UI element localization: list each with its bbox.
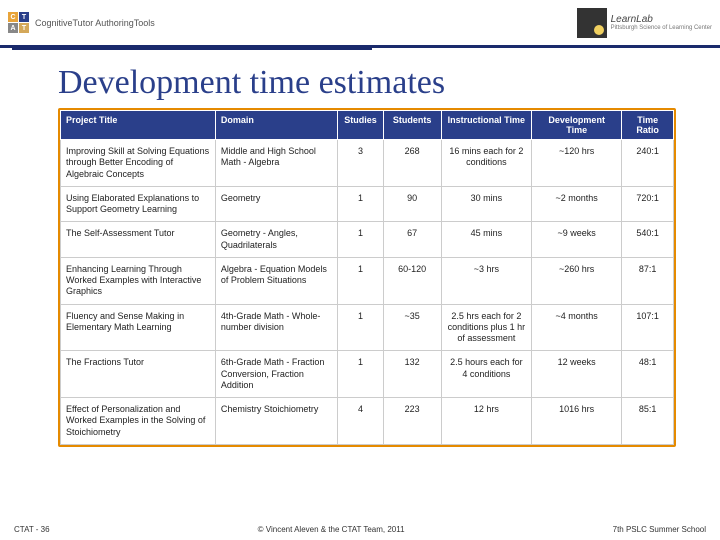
cell-development-time: ~260 hrs: [532, 257, 622, 304]
cell-development-time: 12 weeks: [532, 351, 622, 398]
cell-time-ratio: 240:1: [622, 140, 674, 187]
cell-project-title: Improving Skill at Solving Equations thr…: [61, 140, 216, 187]
cell-project-title: Effect of Personalization and Worked Exa…: [61, 398, 216, 445]
ctat-logo-block: C T A T CognitiveTutor AuthoringTools: [8, 12, 155, 33]
cell-time-ratio: 87:1: [622, 257, 674, 304]
cell-project-title: The Fractions Tutor: [61, 351, 216, 398]
estimates-table: Project Title Domain Studies Students In…: [60, 110, 674, 445]
cell-time-ratio: 720:1: [622, 186, 674, 222]
learnlab-icon: [577, 8, 607, 38]
cell-students: ~35: [383, 304, 441, 351]
cell-development-time: ~4 months: [532, 304, 622, 351]
col-development-time: Development Time: [532, 111, 622, 140]
cell-students: 132: [383, 351, 441, 398]
table-header-row: Project Title Domain Studies Students In…: [61, 111, 674, 140]
cell-time-ratio: 107:1: [622, 304, 674, 351]
cell-students: 90: [383, 186, 441, 222]
cell-domain: Chemistry Stoichiometry: [215, 398, 338, 445]
ctat-letter: A: [8, 23, 18, 33]
cell-instructional-time: 12 hrs: [441, 398, 531, 445]
slide-title: Development time estimates: [58, 64, 720, 102]
col-students: Students: [383, 111, 441, 140]
cell-domain: Middle and High School Math - Algebra: [215, 140, 338, 187]
cell-instructional-time: 16 mins each for 2 conditions: [441, 140, 531, 187]
learnlab-subtitle: Pittsburgh Science of Learning Center: [611, 25, 712, 31]
estimates-table-wrap: Project Title Domain Studies Students In…: [58, 108, 676, 447]
cell-project-title: Fluency and Sense Making in Elementary M…: [61, 304, 216, 351]
ctat-tagline: CognitiveTutor AuthoringTools: [35, 18, 155, 28]
cell-project-title: Using Elaborated Explanations to Support…: [61, 186, 216, 222]
cell-domain: 6th-Grade Math - Fraction Conversion, Fr…: [215, 351, 338, 398]
col-project-title: Project Title: [61, 111, 216, 140]
footer-center: © Vincent Aleven & the CTAT Team, 2011: [258, 525, 405, 534]
table-row: Fluency and Sense Making in Elementary M…: [61, 304, 674, 351]
header-underline: [12, 48, 372, 50]
ctat-letter: T: [19, 12, 29, 22]
col-instructional-time: Instructional Time: [441, 111, 531, 140]
learnlab-logo-block: LearnLab Pittsburgh Science of Learning …: [577, 8, 712, 38]
cell-development-time: ~9 weeks: [532, 222, 622, 258]
cell-domain: 4th-Grade Math - Whole-number division: [215, 304, 338, 351]
cell-studies: 1: [338, 222, 383, 258]
cell-students: 60-120: [383, 257, 441, 304]
cell-studies: 1: [338, 186, 383, 222]
cell-instructional-time: 2.5 hours each for 4 conditions: [441, 351, 531, 398]
slide-header: C T A T CognitiveTutor AuthoringTools Le…: [0, 0, 720, 48]
ctat-letter: T: [19, 23, 29, 33]
cell-time-ratio: 48:1: [622, 351, 674, 398]
cell-development-time: 1016 hrs: [532, 398, 622, 445]
cell-time-ratio: 85:1: [622, 398, 674, 445]
cell-instructional-time: 45 mins: [441, 222, 531, 258]
cell-students: 268: [383, 140, 441, 187]
cell-domain: Geometry: [215, 186, 338, 222]
slide-footer: CTAT - 36 © Vincent Aleven & the CTAT Te…: [0, 525, 720, 534]
footer-right: 7th PSLC Summer School: [613, 525, 706, 534]
table-row: Effect of Personalization and Worked Exa…: [61, 398, 674, 445]
ctat-logo-icon: C T A T: [8, 12, 29, 33]
learnlab-title: LearnLab: [611, 14, 712, 25]
cell-development-time: ~120 hrs: [532, 140, 622, 187]
cell-studies: 4: [338, 398, 383, 445]
cell-students: 223: [383, 398, 441, 445]
col-domain: Domain: [215, 111, 338, 140]
table-row: Enhancing Learning Through Worked Exampl…: [61, 257, 674, 304]
col-studies: Studies: [338, 111, 383, 140]
table-row: Improving Skill at Solving Equations thr…: [61, 140, 674, 187]
cell-studies: 1: [338, 304, 383, 351]
cell-domain: Geometry - Angles, Quadrilaterals: [215, 222, 338, 258]
cell-studies: 1: [338, 257, 383, 304]
cell-instructional-time: ~3 hrs: [441, 257, 531, 304]
cell-project-title: Enhancing Learning Through Worked Exampl…: [61, 257, 216, 304]
table-row: The Self-Assessment TutorGeometry - Angl…: [61, 222, 674, 258]
cell-domain: Algebra - Equation Models of Problem Sit…: [215, 257, 338, 304]
cell-studies: 3: [338, 140, 383, 187]
cell-instructional-time: 30 mins: [441, 186, 531, 222]
cell-project-title: The Self-Assessment Tutor: [61, 222, 216, 258]
cell-development-time: ~2 months: [532, 186, 622, 222]
footer-left: CTAT - 36: [14, 525, 50, 534]
cell-studies: 1: [338, 351, 383, 398]
cell-time-ratio: 540:1: [622, 222, 674, 258]
ctat-letter: C: [8, 12, 18, 22]
cell-students: 67: [383, 222, 441, 258]
cell-instructional-time: 2.5 hrs each for 2 conditions plus 1 hr …: [441, 304, 531, 351]
col-time-ratio: Time Ratio: [622, 111, 674, 140]
table-row: The Fractions Tutor6th-Grade Math - Frac…: [61, 351, 674, 398]
table-row: Using Elaborated Explanations to Support…: [61, 186, 674, 222]
